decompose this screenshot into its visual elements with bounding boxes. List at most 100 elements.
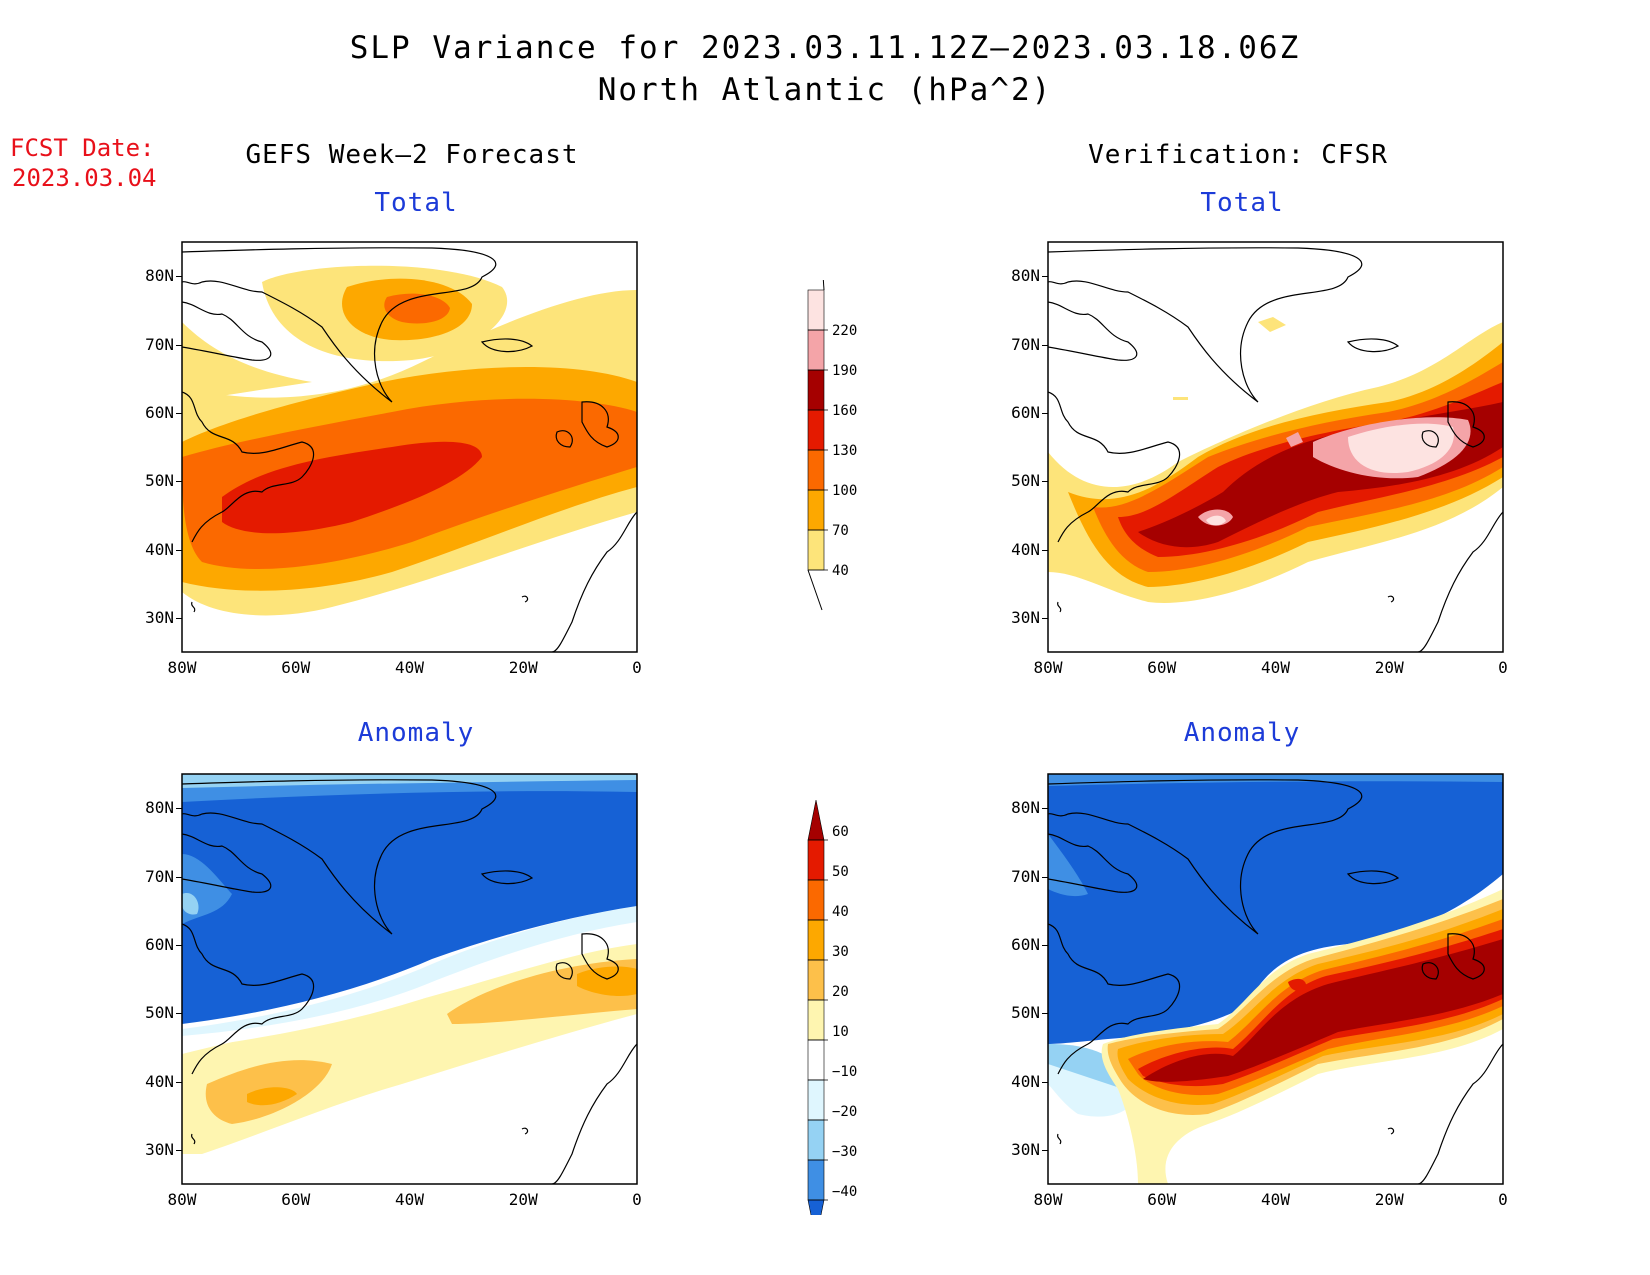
total-colorbar-label: 70	[832, 523, 849, 539]
verification-total-lon-tick-label: 0	[1498, 658, 1508, 677]
forecast-total-lat-tick-label: 70N	[145, 334, 174, 354]
verification-total-lat-tick-label: 50N	[1011, 471, 1040, 491]
forecast-anomaly-lon-tick-label: 80W	[167, 1190, 197, 1209]
anomaly-colorbar: 60 50 40 30 20 10 −10 −20 −30 −40	[807, 799, 857, 1215]
anomaly-colorbar-swatch	[807, 879, 825, 921]
anomaly-colorbar-swatch	[807, 1079, 825, 1121]
total-colorbar-lower-extension	[807, 569, 823, 611]
forecast-total-lat-tick-label: 80N	[145, 266, 174, 286]
main-title: SLP Variance for 2023.03.11.12Z–2023.03.…	[349, 30, 1301, 66]
verification-total-lon-tick-label: 60W	[1147, 658, 1177, 677]
forecast-anomaly-lon-tick-label: 60W	[281, 1190, 311, 1209]
forecast-total-lon-tick-label: 40W	[395, 658, 424, 677]
total-colorbar-swatch	[807, 409, 825, 451]
total-colorbar-swatch	[807, 329, 825, 371]
forecast-total-lat-tick	[176, 344, 182, 346]
forecast-anomaly-lat-tick-label: 80N	[145, 798, 174, 818]
verification-total-label: Total	[1200, 188, 1284, 218]
total-colorbar-label: 130	[832, 443, 857, 459]
verification-anomaly-lat-tick-label: 30N	[1011, 1139, 1040, 1159]
anomaly-colorbar-swatch	[807, 839, 825, 881]
total-colorbar-swatch	[807, 449, 825, 491]
anomaly-colorbar-label: −40	[832, 1184, 857, 1200]
forecast-anomaly-label: Anomaly	[357, 718, 475, 748]
verification-total-lat-tick	[1042, 412, 1048, 414]
total-colorbar-swatch	[807, 489, 825, 531]
main-subtitle: North Atlantic (hPa^2)	[597, 72, 1053, 108]
verification-anomaly-lat-tick	[1042, 808, 1048, 810]
verification-anomaly-lon-tick-label: 40W	[1261, 1190, 1290, 1209]
forecast-total-lat-tick	[176, 412, 182, 414]
verification-anomaly-lon-tick-label: 80W	[1033, 1190, 1063, 1209]
total-colorbar-swatch	[807, 529, 825, 571]
forecast-anomaly-lat-tick	[176, 944, 182, 946]
forecast-total-lon-tick-label: 0	[632, 658, 642, 677]
forecast-anomaly-map	[181, 773, 638, 1185]
verification-anomaly-lat-tick-label: 60N	[1011, 934, 1040, 954]
verification-anomaly-label: Anomaly	[1183, 718, 1301, 748]
anomaly-colorbar-label: 10	[832, 1024, 849, 1040]
forecast-total-label: Total	[374, 188, 458, 218]
verification-total-lat-tick-label: 60N	[1011, 402, 1040, 422]
anomaly-colorbar-label: 50	[832, 864, 849, 880]
anomaly-colorbar-lower-extension	[807, 1199, 825, 1215]
forecast-total-lat-tick	[176, 549, 182, 551]
verification-total-lat-tick	[1042, 549, 1048, 551]
forecast-anomaly-lon-tick-label: 0	[632, 1190, 642, 1209]
total-colorbar-label: 190	[832, 363, 857, 379]
verification-total-lat-tick	[1042, 481, 1048, 483]
verification-anomaly-lat-tick-label: 70N	[1011, 866, 1040, 886]
fcst-label: FCST Date:	[10, 134, 155, 162]
forecast-total-lon-tick-label: 60W	[281, 658, 311, 677]
total-colorbar-label: 160	[832, 403, 857, 419]
forecast-anomaly-lat-tick-label: 70N	[145, 866, 174, 886]
total-colorbar-upper-extension	[822, 280, 825, 291]
verification-anomaly-lat-tick	[1042, 944, 1048, 946]
verification-anomaly-map	[1047, 773, 1504, 1185]
left-column-title: GEFS Week–2 Forecast	[245, 140, 579, 170]
verification-total-lat-tick-label: 80N	[1011, 266, 1040, 286]
verification-anomaly-lat-tick	[1042, 1081, 1048, 1083]
forecast-total-lat-tick	[176, 276, 182, 278]
forecast-anomaly-lat-tick-label: 50N	[145, 1003, 174, 1023]
fcst-date: 2023.03.04	[12, 164, 157, 192]
verification-total-lat-tick-label: 70N	[1011, 334, 1040, 354]
verification-total-lat-tick	[1042, 344, 1048, 346]
verification-anomaly-lon-tick-label: 20W	[1374, 1190, 1404, 1209]
verification-anomaly-lat-tick-label: 80N	[1011, 798, 1040, 818]
total-colorbar-label: 220	[832, 323, 857, 339]
forecast-anomaly-lon-tick-label: 20W	[508, 1190, 538, 1209]
anomaly-colorbar-label: 20	[832, 984, 849, 1000]
verification-anomaly-lat-tick	[1042, 1013, 1048, 1015]
anomaly-colorbar-label: 40	[832, 904, 849, 920]
verification-total-map	[1047, 241, 1504, 653]
forecast-anomaly-lat-tick	[176, 876, 182, 878]
anomaly-colorbar-swatch	[807, 1159, 825, 1201]
anomaly-colorbar-swatch	[807, 999, 825, 1041]
total-colorbar-label: 100	[832, 483, 857, 499]
total-colorbar: 40 70 100 130 160 190 220	[807, 280, 857, 611]
total-colorbar-label: 40	[832, 563, 849, 579]
forecast-anomaly-lon-tick-label: 40W	[395, 1190, 424, 1209]
forecast-total-lon-tick-label: 80W	[167, 658, 197, 677]
anomaly-colorbar-upper-extension	[807, 799, 825, 841]
forecast-total-lon-tick-label: 20W	[508, 658, 538, 677]
right-column-title: Verification: CFSR	[1088, 140, 1388, 170]
anomaly-colorbar-label: −10	[832, 1064, 857, 1080]
anomaly-colorbar-label: −30	[832, 1144, 857, 1160]
forecast-total-lat-tick-label: 30N	[145, 607, 174, 627]
forecast-anomaly-lat-tick-label: 60N	[145, 934, 174, 954]
verification-total-lon-tick-label: 20W	[1374, 658, 1404, 677]
forecast-anomaly-lat-tick	[176, 1149, 182, 1151]
verification-anomaly-lat-tick-label: 40N	[1011, 1071, 1040, 1091]
verification-anomaly-lat-tick	[1042, 1149, 1048, 1151]
anomaly-colorbar-swatch	[807, 959, 825, 1001]
forecast-anomaly-lat-tick-label: 40N	[145, 1071, 174, 1091]
forecast-total-lat-tick-label: 50N	[145, 471, 174, 491]
forecast-total-lat-tick	[176, 481, 182, 483]
anomaly-colorbar-swatch	[807, 1119, 825, 1161]
forecast-total-map	[181, 241, 638, 653]
anomaly-colorbar-label: 30	[832, 944, 849, 960]
verification-total-lon-tick-label: 40W	[1261, 658, 1290, 677]
forecast-total-lat-tick	[176, 617, 182, 619]
